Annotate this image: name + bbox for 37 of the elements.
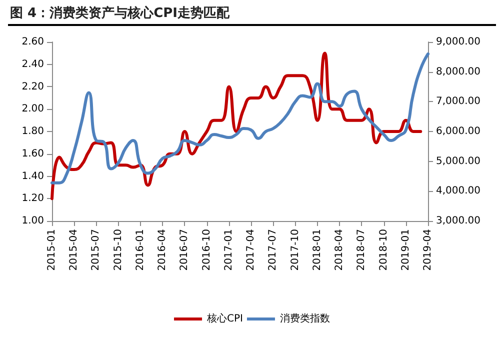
y-tick-label: 1.20 — [22, 193, 44, 204]
x-tick-label: 2017-07 — [268, 229, 279, 271]
y2-tick-label: 8,000.00 — [436, 66, 481, 78]
x-tick-label: 2018-10 — [378, 229, 390, 271]
y-tick-label: 2.40 — [22, 58, 44, 70]
x-tick-label: 2016-04 — [157, 229, 168, 271]
x-tick-label: 2018-04 — [334, 229, 346, 271]
x-tick-label: 2015-04 — [68, 229, 80, 271]
chart-title: 图 4：消费类资产与核心CPI走势匹配 — [10, 4, 230, 22]
x-tick-label: 2016-07 — [179, 229, 190, 271]
x-tick-label: 2017-04 — [246, 229, 257, 271]
y2-tick-label: 3,000.00 — [436, 216, 481, 226]
x-tick-label: 2015-07 — [90, 229, 102, 271]
legend-label: 消费类指数 — [280, 312, 330, 324]
y-tick-label: 1.80 — [22, 126, 44, 137]
x-tick-label: 2019-04 — [422, 229, 434, 271]
x-tick-label: 2015-01 — [46, 229, 58, 271]
x-tick-label: 2019-01 — [400, 229, 412, 271]
y2-tick-label: 5,000.00 — [436, 156, 481, 167]
x-tick-label: 2017-01 — [223, 229, 234, 271]
y-tick-label: 1.00 — [22, 216, 44, 226]
x-tick-label: 2016-10 — [201, 229, 212, 271]
y-tick-label: 2.60 — [22, 36, 44, 48]
x-tick-label: 2018-01 — [312, 229, 323, 271]
legend-label: 核心CPI — [206, 312, 243, 324]
y2-tick-label: 6,000.00 — [436, 126, 481, 137]
y-tick-label: 1.60 — [22, 148, 44, 160]
x-tick-label: 2015-10 — [112, 229, 124, 271]
y2-tick-label: 7,000.00 — [436, 96, 481, 108]
y-tick-label: 2.00 — [22, 104, 44, 115]
x-tick-label: 2016-01 — [134, 229, 146, 271]
y2-tick-label: 4,000.00 — [436, 186, 481, 197]
y2-tick-label: 9,000.00 — [436, 36, 481, 48]
x-tick-label: 2017-10 — [290, 229, 301, 271]
x-tick-label: 2018-07 — [356, 229, 368, 271]
y-tick-label: 1.40 — [22, 170, 44, 182]
y-tick-label: 2.20 — [22, 81, 44, 92]
